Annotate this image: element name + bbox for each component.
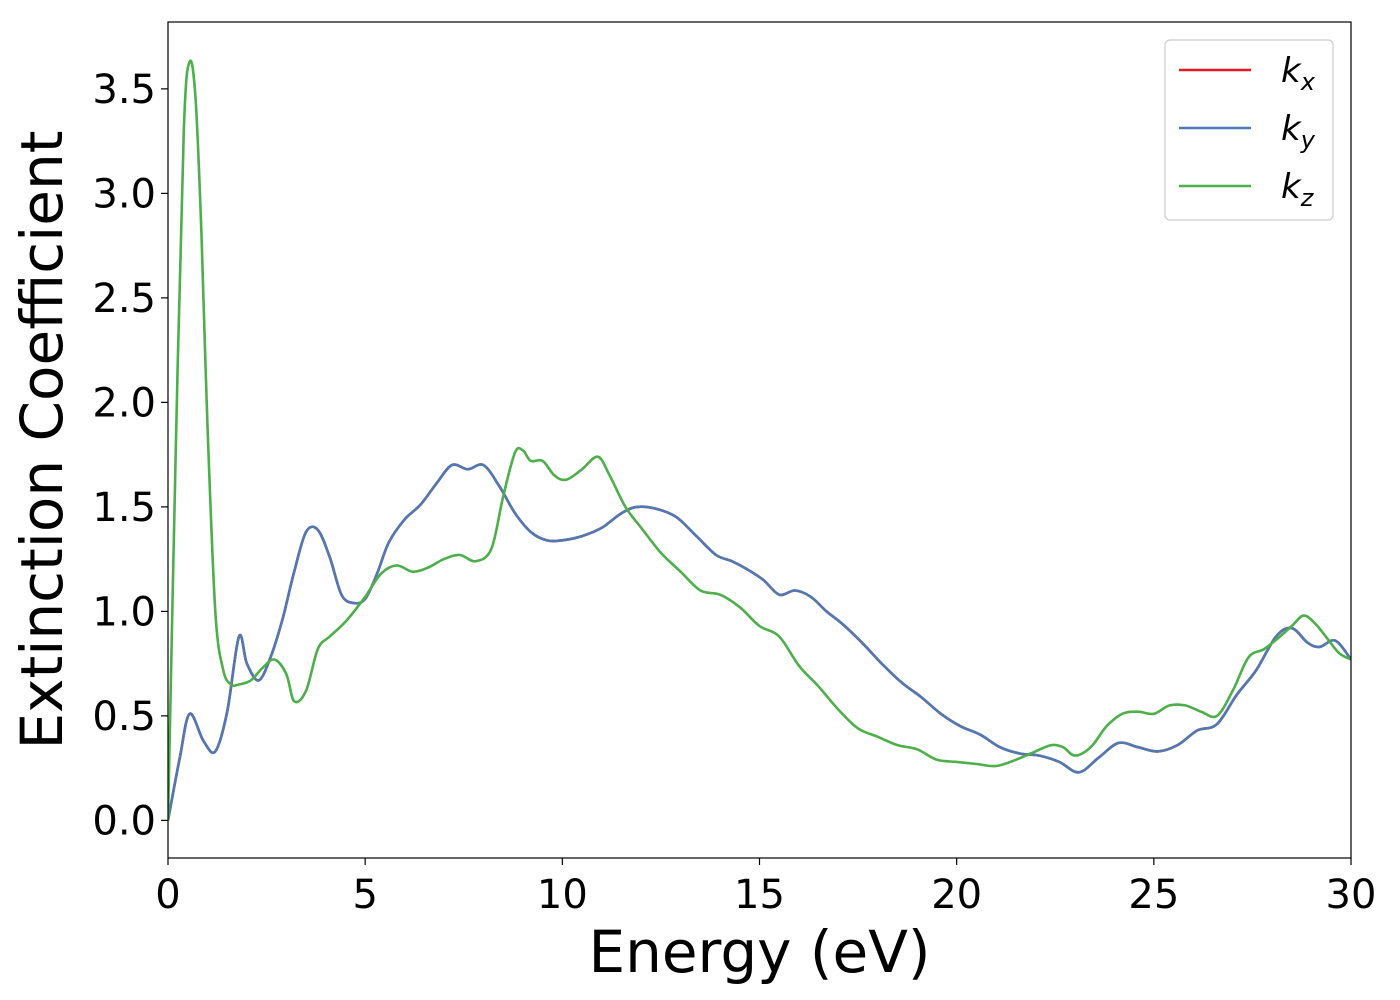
y-tick-label: 3.5 xyxy=(92,67,156,113)
x-tick-label: 20 xyxy=(931,872,982,918)
legend-label-kz: kz xyxy=(1281,167,1315,212)
x-axis: 0 5 10 15 20 25 30 xyxy=(155,858,1376,918)
x-tick-label: 25 xyxy=(1128,872,1179,918)
x-tick-label: 15 xyxy=(734,872,785,918)
x-tick-label: 10 xyxy=(537,872,588,918)
x-tick-label: 0 xyxy=(155,872,180,918)
legend-box xyxy=(1164,39,1334,221)
legend: kx ky kz xyxy=(1164,39,1334,221)
series-line-ky xyxy=(168,463,1351,821)
x-axis-label: Energy (eV) xyxy=(588,918,930,986)
plot-marks xyxy=(168,59,1351,821)
y-axis-label: Extinction Coefficient xyxy=(8,131,76,750)
y-tick-label: 2.0 xyxy=(92,380,156,426)
series-line-kz xyxy=(168,59,1351,821)
legend-label-kx: kx xyxy=(1281,51,1316,96)
x-tick-label: 5 xyxy=(352,872,377,918)
legend-label-ky: ky xyxy=(1281,109,1316,154)
y-tick-label: 2.5 xyxy=(92,276,156,322)
series-line-kx xyxy=(168,463,1351,821)
y-axis: 0.0 0.5 1.0 1.5 2.0 2.5 3.0 3.5 xyxy=(92,67,168,844)
x-tick-label: 30 xyxy=(1326,872,1377,918)
y-tick-label: 0.5 xyxy=(92,694,156,740)
y-tick-label: 1.0 xyxy=(92,589,156,635)
y-tick-label: 3.0 xyxy=(92,171,156,217)
y-tick-label: 1.5 xyxy=(92,485,156,531)
y-tick-label: 0.0 xyxy=(92,798,156,844)
